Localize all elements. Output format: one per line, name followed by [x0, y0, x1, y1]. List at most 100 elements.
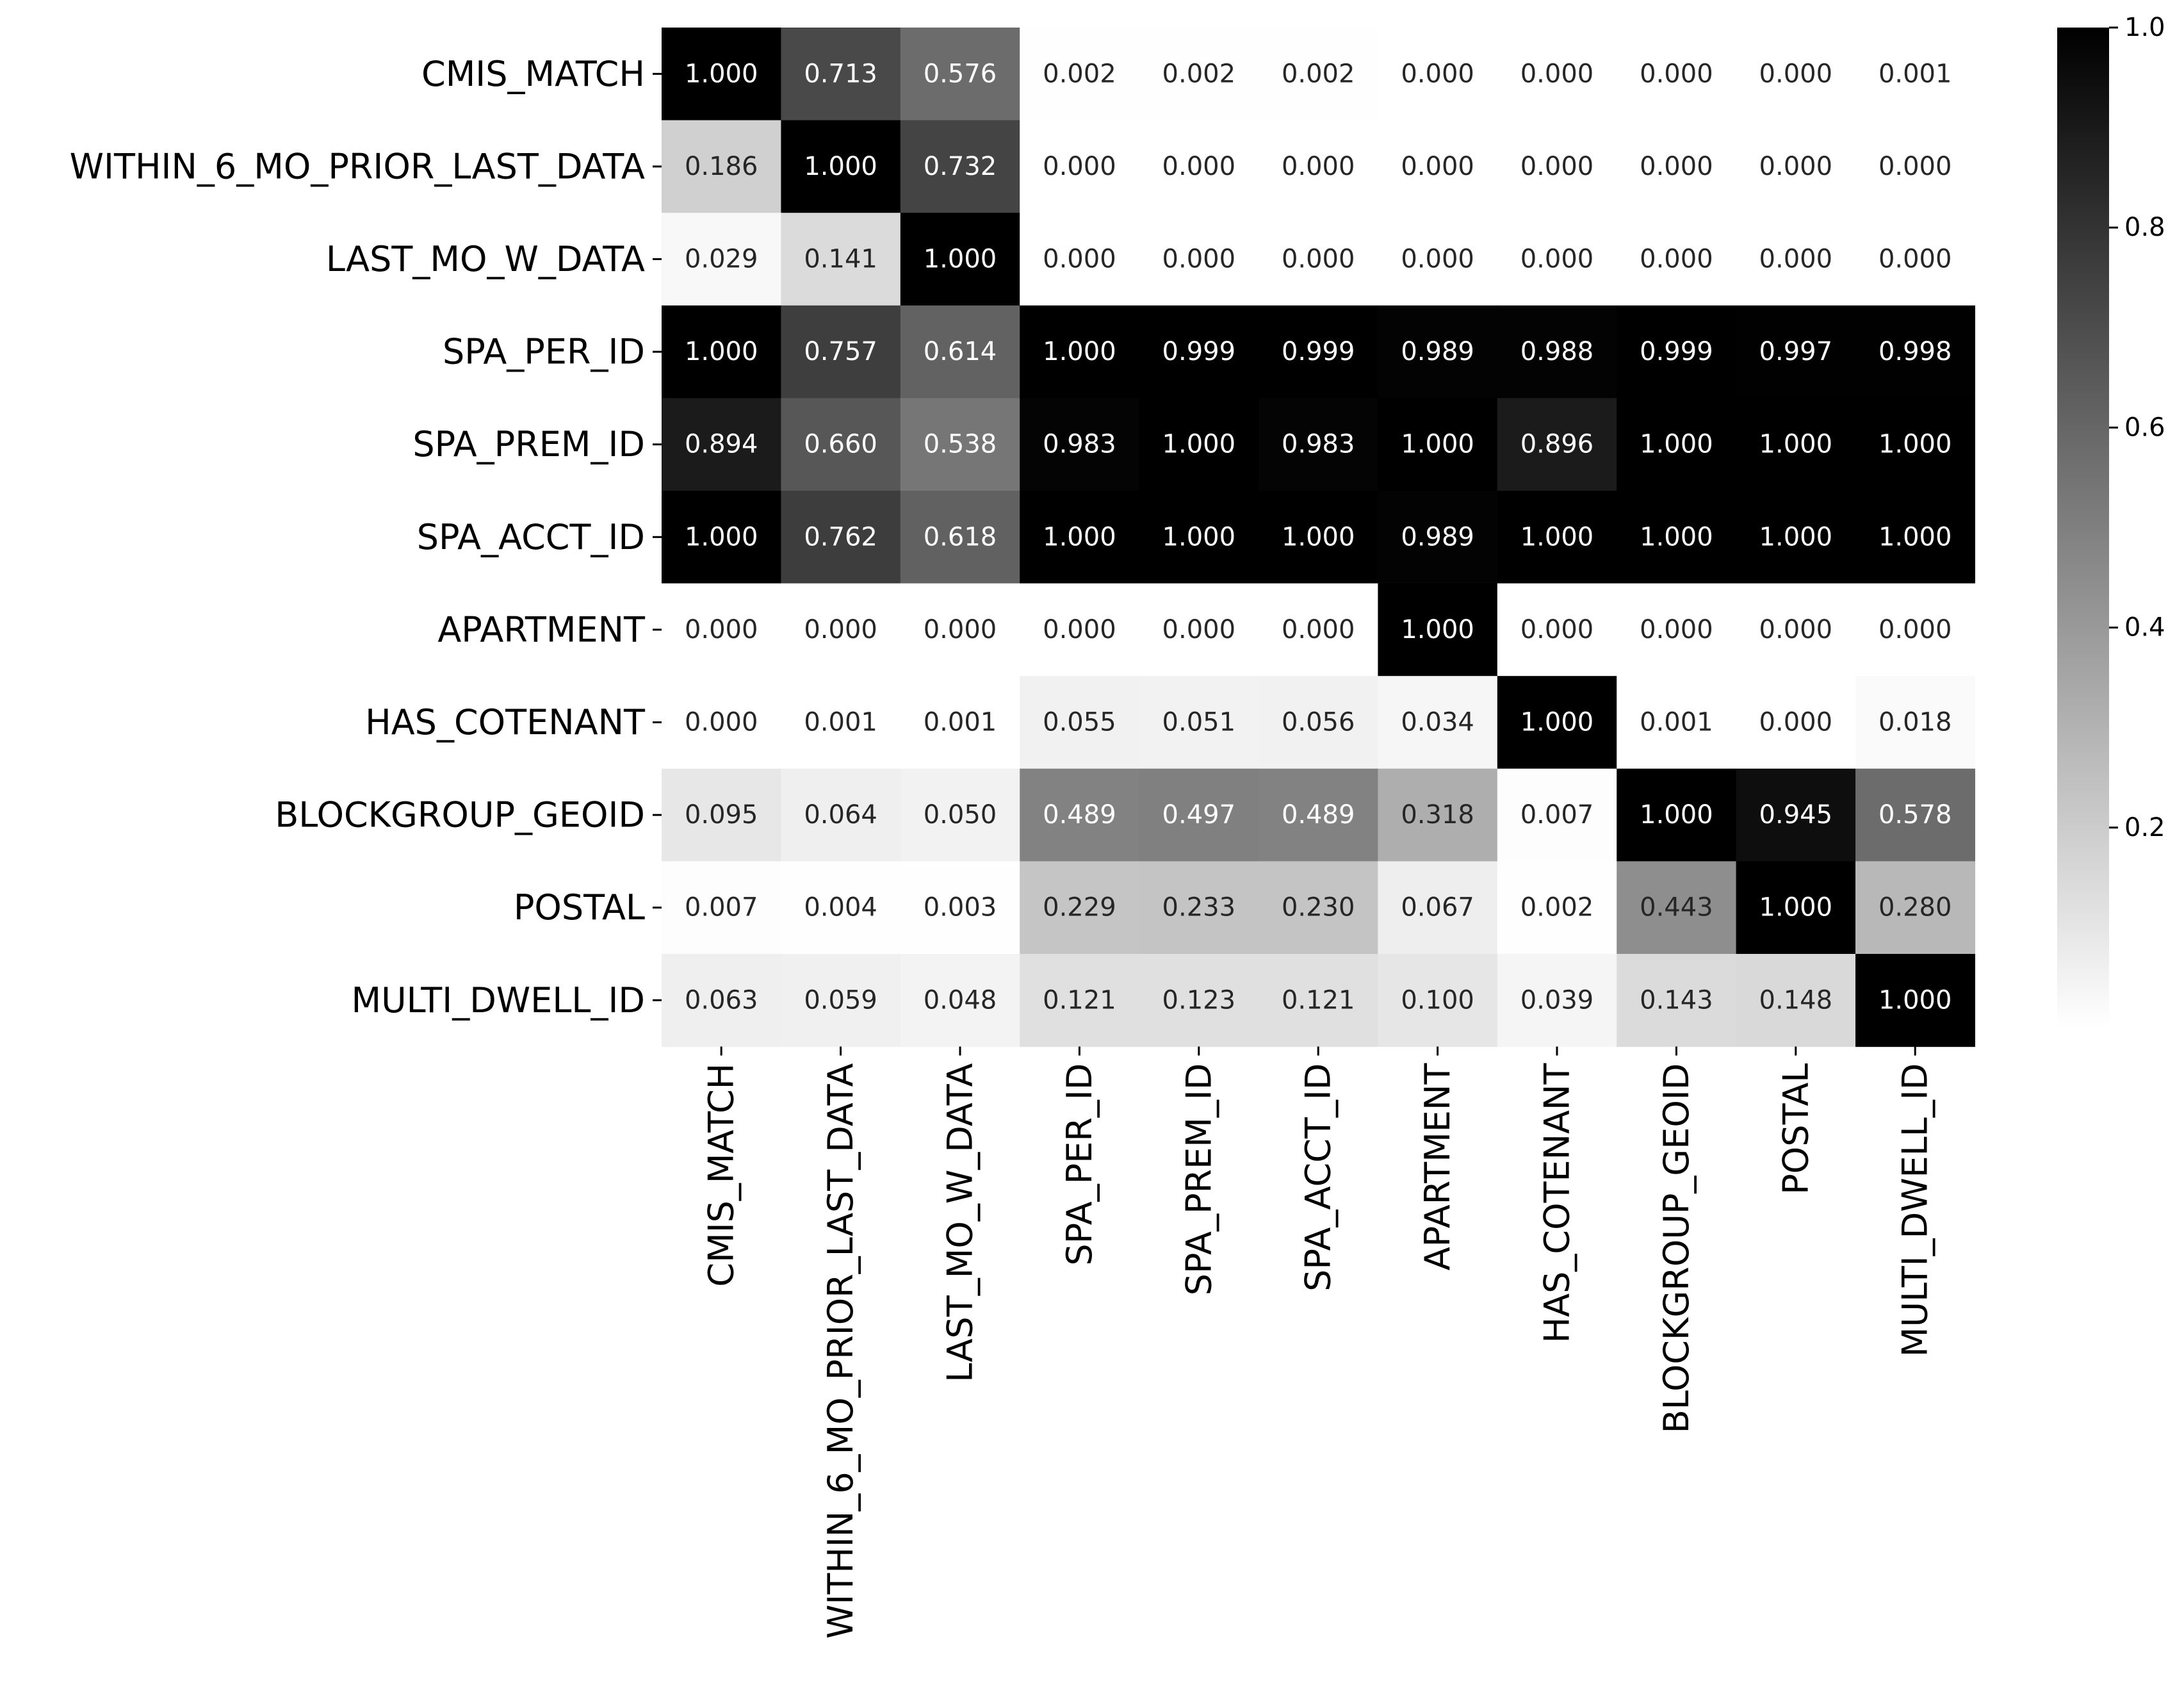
row-label: LAST_MO_W_DATA: [326, 239, 645, 279]
heatmap-cell: [1259, 213, 1378, 306]
cell-value-label: 0.000: [1162, 615, 1236, 644]
heatmap-cell: [1497, 491, 1617, 584]
row-label: BLOCKGROUP_GEOID: [275, 795, 645, 835]
colorbar-tick-label: 0.8: [2124, 213, 2165, 242]
heatmap-cell: [662, 768, 781, 862]
heatmap-cell: [1855, 676, 1975, 769]
cell-value-label: 1.000: [685, 337, 758, 366]
heatmap-cell: [1497, 398, 1617, 491]
cell-value-label: 0.034: [1401, 708, 1474, 737]
heatmap-cell: [662, 583, 781, 677]
heatmap-cell: [1855, 213, 1975, 306]
heatmap-cell: [1259, 583, 1378, 677]
column-label: HAS_COTENANT: [1537, 1063, 1577, 1343]
cell-value-label: 0.123: [1162, 985, 1236, 1015]
cell-value-label: 0.003: [924, 893, 997, 923]
heatmap-cell: [1497, 213, 1617, 306]
cell-value-label: 1.000: [1162, 522, 1236, 552]
colorbar: 0.2 0.4 0.6 0.8 1.0: [2057, 13, 2165, 1028]
cell-value-label: 0.983: [1282, 430, 1355, 459]
heatmap-cell: [1378, 28, 1498, 121]
cell-value-label: 0.000: [685, 708, 758, 737]
cell-value-label: 1.000: [1759, 893, 1833, 923]
column-label: APARTMENT: [1417, 1063, 1458, 1271]
heatmap-cell: [781, 120, 901, 213]
heatmap-cell: [662, 676, 781, 769]
cell-value-label: 0.000: [1520, 59, 1594, 88]
heatmap-cell: [1736, 28, 1856, 121]
heatmap-cell: [1736, 676, 1856, 769]
heatmap-cell: [1855, 954, 1975, 1047]
heatmap-cell: [781, 305, 901, 398]
row-label: SPA_ACCT_ID: [417, 517, 645, 557]
cell-value-label: 0.000: [1640, 152, 1713, 181]
heatmap-cell: [1855, 491, 1975, 584]
cell-value-label: 0.121: [1282, 985, 1355, 1015]
cell-value-label: 0.988: [1520, 337, 1594, 366]
heatmap-cell: [900, 305, 1020, 398]
heatmap-cell: [781, 861, 901, 955]
cell-value-label: 0.230: [1282, 893, 1355, 923]
heatmap-cell: [1020, 398, 1140, 491]
cell-value-label: 0.000: [1759, 245, 1833, 274]
heatmap-cell: [781, 28, 901, 121]
cell-value-label: 0.000: [1162, 152, 1236, 181]
cell-value-label: 0.000: [1282, 615, 1355, 644]
cell-value-label: 0.059: [804, 985, 877, 1015]
cell-value-label: 1.000: [1520, 522, 1594, 552]
cell-value-label: 0.000: [1878, 245, 1952, 274]
cell-value-label: 0.578: [1878, 800, 1952, 830]
cell-value-label: 1.000: [1282, 522, 1355, 552]
heatmap-cell: [1139, 213, 1259, 306]
colorbar-tick-label: 1.0: [2124, 13, 2165, 42]
cell-value-label: 0.280: [1878, 893, 1952, 923]
cell-value-label: 0.000: [1640, 615, 1713, 644]
cell-value-label: 0.029: [685, 245, 758, 274]
heatmap-cell: [781, 491, 901, 584]
heatmap-cell: [1378, 583, 1498, 677]
cell-value-label: 0.229: [1043, 893, 1116, 923]
heatmap-cell: [900, 861, 1020, 955]
cell-value-label: 0.000: [685, 615, 758, 644]
heatmap-cell: [1617, 676, 1737, 769]
heatmap-cell: [781, 583, 901, 677]
heatmap-cell: [1139, 398, 1259, 491]
heatmap-cell: [1139, 120, 1259, 213]
heatmap-cell: [1139, 305, 1259, 398]
row-label: HAS_COTENANT: [365, 702, 646, 742]
heatmap-cell: [662, 398, 781, 491]
heatmap-cell: [1378, 120, 1498, 213]
cell-value-label: 0.000: [1043, 615, 1116, 644]
cell-value-label: 0.000: [1759, 708, 1833, 737]
heatmap-cell: [1139, 583, 1259, 677]
column-label: POSTAL: [1775, 1063, 1816, 1195]
cell-value-label: 0.989: [1401, 337, 1474, 366]
heatmap-cell: [900, 398, 1020, 491]
heatmap-cell: [1139, 954, 1259, 1047]
heatmap-cell: [1020, 954, 1140, 1047]
heatmap-cell: [1139, 768, 1259, 862]
heatmap-cell: [662, 861, 781, 955]
heatmap-cell: [1617, 120, 1737, 213]
cell-value-label: 0.001: [924, 708, 997, 737]
cell-value-label: 0.001: [1640, 708, 1713, 737]
column-label: SPA_PER_ID: [1059, 1063, 1100, 1266]
heatmap-cell: [1497, 305, 1617, 398]
heatmap-cell: [1855, 305, 1975, 398]
column-label: SPA_PREM_ID: [1178, 1063, 1219, 1296]
cell-value-label: 0.945: [1759, 800, 1833, 830]
heatmap-cell: [662, 28, 781, 121]
row-label: APARTMENT: [437, 609, 646, 650]
cell-value-label: 0.000: [1520, 615, 1594, 644]
heatmap-cell: [1378, 305, 1498, 398]
cell-value-label: 0.002: [1043, 59, 1116, 88]
cell-value-label: 0.000: [1878, 152, 1952, 181]
heatmap-cell: [1139, 861, 1259, 955]
cell-value-label: 0.148: [1759, 985, 1833, 1015]
cell-value-label: 0.614: [924, 337, 997, 366]
heatmap-cell: [1497, 676, 1617, 769]
cell-value-label: 0.002: [1282, 59, 1355, 88]
heatmap-cell: [1378, 491, 1498, 584]
cell-value-label: 0.001: [804, 708, 877, 737]
cell-value-label: 1.000: [1520, 708, 1594, 737]
